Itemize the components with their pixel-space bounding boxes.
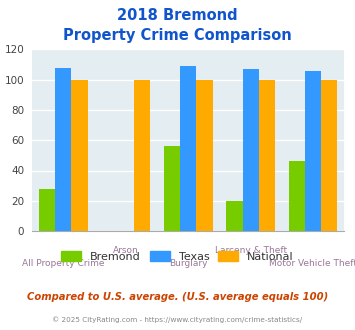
- Bar: [321, 80, 338, 231]
- Bar: [134, 80, 150, 231]
- Bar: [259, 80, 275, 231]
- Bar: [55, 68, 71, 231]
- Bar: [289, 161, 305, 231]
- Bar: [164, 146, 180, 231]
- Bar: [242, 69, 259, 231]
- Text: Property Crime Comparison: Property Crime Comparison: [63, 28, 292, 43]
- Text: Larceny & Theft: Larceny & Theft: [214, 246, 287, 255]
- Text: Motor Vehicle Theft: Motor Vehicle Theft: [269, 259, 355, 268]
- Bar: [305, 71, 321, 231]
- Bar: [39, 189, 55, 231]
- Text: 2018 Bremond: 2018 Bremond: [117, 8, 238, 23]
- Text: Arson: Arson: [113, 246, 138, 255]
- Text: Burglary: Burglary: [169, 259, 207, 268]
- Text: Compared to U.S. average. (U.S. average equals 100): Compared to U.S. average. (U.S. average …: [27, 292, 328, 302]
- Bar: [180, 66, 196, 231]
- Bar: [71, 80, 88, 231]
- Text: All Property Crime: All Property Crime: [22, 259, 104, 268]
- Bar: [226, 201, 242, 231]
- Bar: [196, 80, 213, 231]
- Legend: Bremond, Texas, National: Bremond, Texas, National: [57, 247, 298, 267]
- Text: © 2025 CityRating.com - https://www.cityrating.com/crime-statistics/: © 2025 CityRating.com - https://www.city…: [53, 317, 302, 323]
